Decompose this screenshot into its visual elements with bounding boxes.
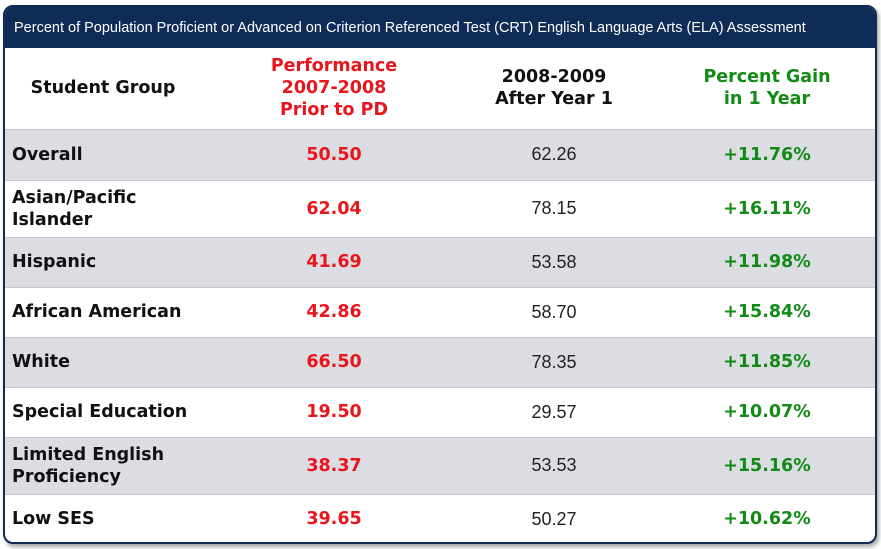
header-line: Percent Gain [703, 67, 831, 88]
header-student-group: Student Group [5, 48, 219, 130]
results-table: Student Group Performance 2007-2008 Prio… [5, 48, 875, 542]
cell-performance: 50.50 [219, 129, 449, 181]
header-line: Student Group [30, 78, 176, 99]
cell-percent-gain: +15.84% [659, 287, 875, 338]
cell-after-year-1: 78.15 [449, 180, 659, 238]
cell-after-year-1: 53.53 [449, 437, 659, 495]
cell-student-group: Asian/Pacific Islander [5, 180, 219, 238]
header-line: in 1 Year [723, 89, 811, 110]
table-row: Asian/Pacific Islander 62.04 78.15 +16.11% [5, 180, 875, 238]
header-line: After Year 1 [495, 89, 613, 110]
cell-after-year-1: 53.58 [449, 237, 659, 288]
header-line: Performance [270, 56, 398, 77]
header-performance: Performance 2007-2008 Prior to PD [219, 48, 449, 130]
cell-student-group: Overall [5, 129, 219, 181]
group-line: White [12, 352, 70, 372]
cell-after-year-1: 29.57 [449, 387, 659, 438]
header-line: Prior to PD [279, 100, 389, 121]
cell-performance: 19.50 [219, 387, 449, 438]
group-line: Hispanic [12, 252, 97, 272]
cell-percent-gain: +10.62% [723, 509, 811, 530]
table-title: Percent of Population Proficient or Adva… [5, 7, 875, 48]
group-line: Asian/Pacific [12, 187, 137, 208]
cell-performance: 62.04 [219, 180, 449, 238]
table-row: White 66.50 78.35 +11.85% [5, 337, 875, 388]
cell-student-group: Low SES [5, 494, 219, 542]
table-row: African American 42.86 58.70 +15.84% [5, 287, 875, 338]
header-row: Student Group Performance 2007-2008 Prio… [5, 48, 875, 130]
group-line: Low SES [12, 509, 95, 530]
cell-percent-gain: +10.07% [659, 387, 875, 438]
cell-percent-gain: +15.16% [659, 437, 875, 495]
table-row: Overall 50.50 62.26 +11.76% [5, 129, 875, 181]
cell-performance: 66.50 [219, 337, 449, 388]
cell-performance: 38.37 [219, 437, 449, 495]
header-line: 2008-2009 [501, 67, 607, 88]
table-row: Hispanic 41.69 53.58 +11.98% [5, 237, 875, 288]
table-body: Overall 50.50 62.26 +11.76% Asian/Pacific Isl… [5, 129, 875, 542]
cell-after-year-1: 58.70 [449, 287, 659, 338]
group-line: Overall [12, 144, 83, 165]
group-line: Special Education [12, 402, 188, 422]
cell-after-year-1: 50.27 [531, 508, 577, 529]
table-row: Limited English Proficiency 38.37 53.53 +15.… [5, 437, 875, 495]
cell-performance: 41.69 [219, 237, 449, 288]
header-line: 2007-2008 [281, 78, 387, 99]
cell-percent-gain: +11.76% [659, 129, 875, 181]
cell-percent-gain: +16.11% [659, 180, 875, 238]
cell-performance: 39.65 [306, 509, 362, 530]
header-after-year-1: 2008-2009 After Year 1 [449, 48, 659, 130]
cell-after-year-1: 78.35 [449, 337, 659, 388]
cell-percent-gain: +11.98% [659, 237, 875, 288]
table-row: Special Education 19.50 29.57 +10.07% [5, 387, 875, 438]
group-line: African American [12, 302, 182, 322]
cell-after-year-1: 62.26 [449, 129, 659, 181]
cell-performance: 42.86 [219, 287, 449, 338]
table-frame: Percent of Population Proficient or Adva… [3, 5, 877, 544]
group-line: Proficiency [12, 466, 121, 487]
header-percent-gain: Percent Gain in 1 Year [659, 48, 875, 130]
cell-percent-gain: +11.85% [659, 337, 875, 388]
group-line: Islander [12, 209, 93, 230]
table-row: Low SES 39.65 50.27 +10.62% [5, 494, 875, 542]
cell-student-group: White [5, 337, 219, 388]
cell-student-group: Limited English Proficiency [5, 437, 219, 495]
cell-student-group: Hispanic [5, 237, 219, 288]
group-line: Limited English [12, 444, 165, 465]
cell-student-group: Special Education [5, 387, 219, 438]
cell-student-group: African American [5, 287, 219, 338]
